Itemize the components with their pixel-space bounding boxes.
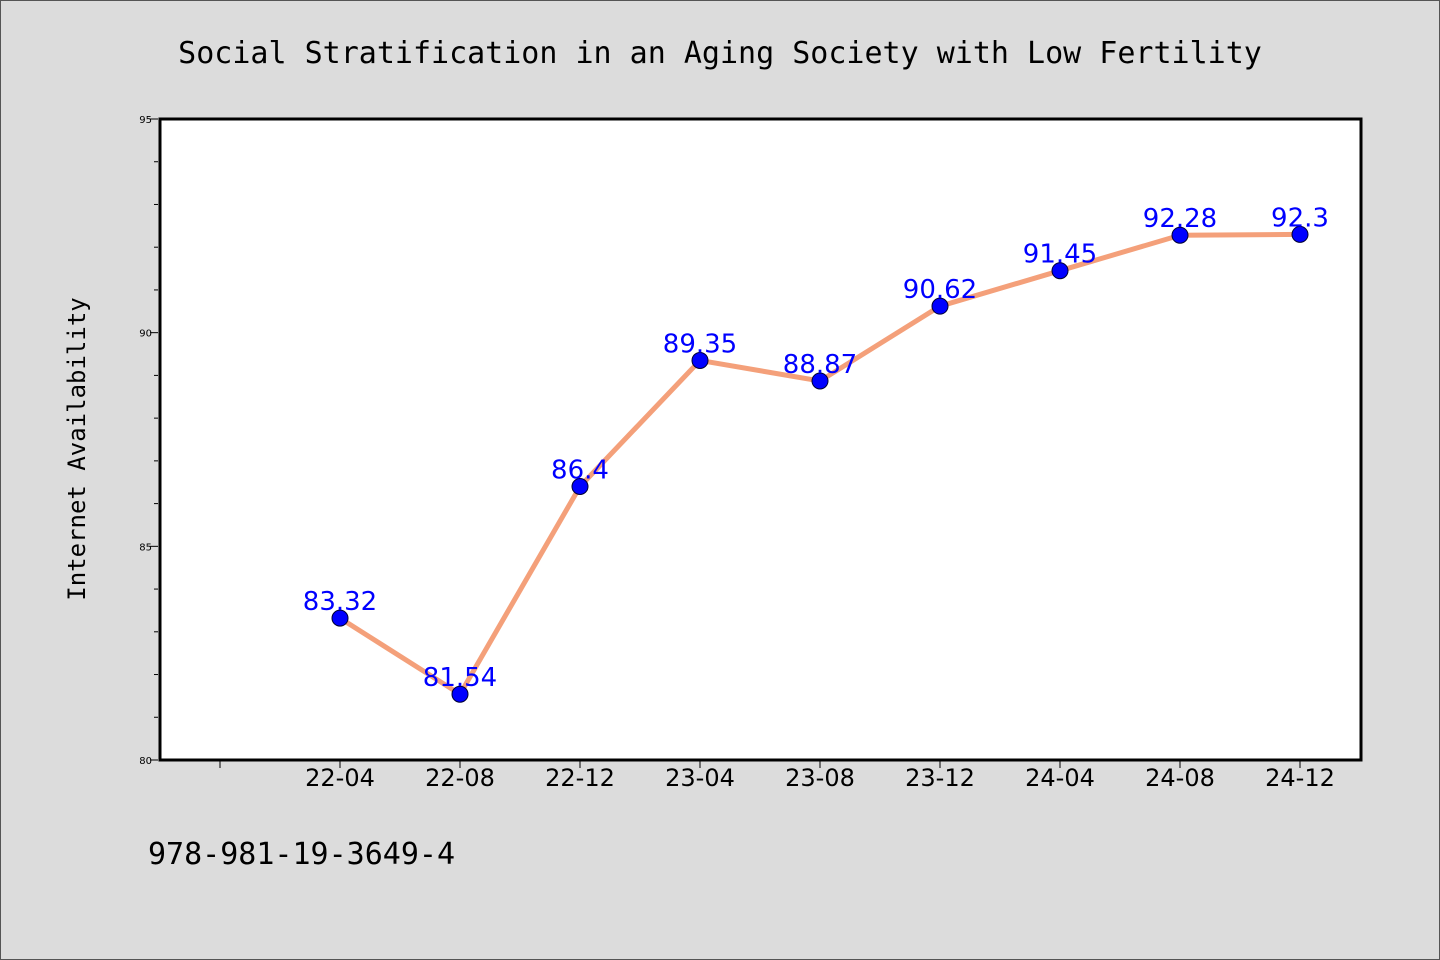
x-tick-label: 23-04 [665, 764, 735, 792]
chart-title: Social Stratification in an Aging Societ… [178, 36, 1262, 71]
data-label: 92.3 [1271, 203, 1329, 233]
data-label: 91.45 [1023, 240, 1097, 270]
x-tick-label: 24-04 [1025, 764, 1095, 792]
x-tick-label: 24-12 [1265, 764, 1335, 792]
data-point [931, 297, 949, 315]
x-tick-label: 23-12 [905, 764, 975, 792]
data-point [1051, 262, 1069, 280]
data-point [691, 351, 709, 369]
data-label: 86.4 [551, 456, 609, 486]
x-tick-label: 24-08 [1145, 764, 1215, 792]
data-point [331, 609, 349, 627]
data-label: 90.62 [903, 275, 977, 305]
data-markers [331, 225, 1309, 703]
plot-area [158, 117, 1363, 762]
x-tick-label: 22-04 [305, 764, 375, 792]
y-tick-label: 80 [139, 756, 152, 767]
y-tick-label: 85 [139, 542, 152, 553]
data-point [451, 685, 469, 703]
data-label: 89.35 [663, 329, 737, 359]
y-axis: 80 85 90 95 [139, 115, 158, 767]
y-tick-label: 95 [139, 115, 152, 126]
y-axis-label: Internet Availability [63, 297, 91, 600]
x-tick-label: 22-12 [545, 764, 615, 792]
data-labels: 83.32 81.54 86.4 89.35 88.87 90.62 91.45 92.28 9… [303, 203, 1329, 693]
data-label: 88.87 [783, 350, 857, 380]
data-label: 83.32 [303, 587, 377, 617]
data-point [1291, 225, 1309, 243]
data-point [1171, 226, 1189, 244]
data-label: 81.54 [423, 663, 497, 693]
x-tick-label: 23-08 [785, 764, 855, 792]
data-point [811, 372, 829, 390]
data-label: 92.28 [1143, 204, 1217, 234]
y-tick-label: 90 [139, 329, 152, 340]
x-axis: 22-04 22-08 22-12 23-04 23-08 23-12 24-04 24-08… [219, 760, 1335, 792]
data-point [571, 478, 589, 496]
x-tick-label: 22-08 [425, 764, 495, 792]
isbn-text: 978-981-19-3649-4 [148, 837, 455, 872]
